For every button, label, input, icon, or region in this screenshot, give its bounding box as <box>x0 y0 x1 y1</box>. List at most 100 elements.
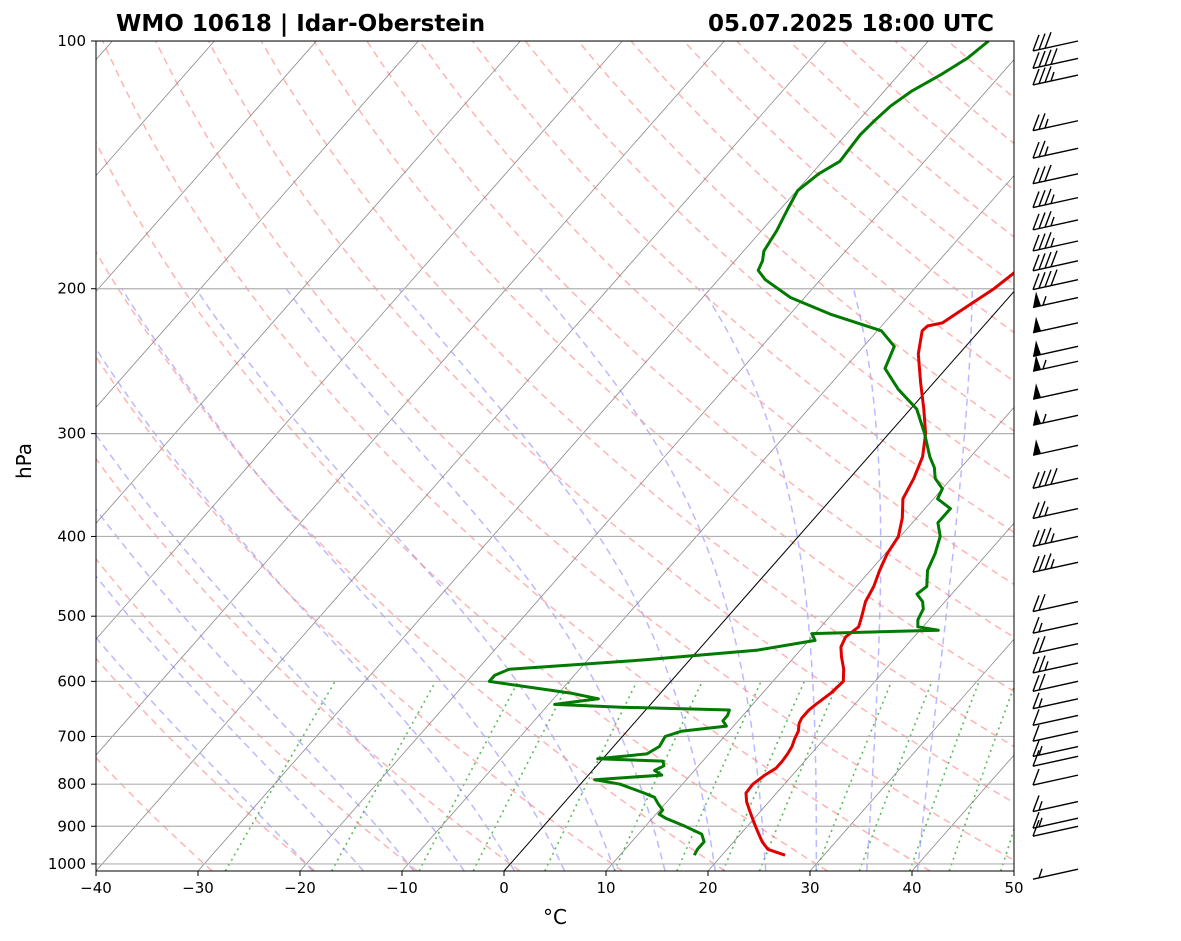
wind-barb <box>1032 811 1079 829</box>
wind-barb <box>1032 355 1079 372</box>
wind-barb-half-flag <box>1042 413 1047 424</box>
pressure-axis: 100 200 300 400 500 600 700 800 900 1000 <box>48 32 96 873</box>
dry-adiabat-line <box>841 41 1014 191</box>
wind-barb-staff <box>1032 600 1079 613</box>
wind-barb-half-flag <box>1050 237 1055 248</box>
wind-barb-staff <box>1032 147 1079 159</box>
wind-barb-staff <box>1032 278 1079 291</box>
wind-barb-flag <box>1038 140 1046 158</box>
wind-barb-half-flag <box>1038 868 1043 879</box>
wind-barb-flag <box>1050 250 1058 268</box>
wind-barb-staff <box>1032 817 1079 829</box>
wind-barb <box>1032 340 1079 357</box>
isotherm-line <box>299 59 1014 871</box>
wind-barb-flag <box>1032 191 1040 208</box>
wind-barb <box>1032 673 1079 692</box>
isotherm-line <box>401 174 1014 871</box>
zero-isotherm <box>503 290 1014 871</box>
wind-barb <box>1032 868 1079 880</box>
wind-barb-flag <box>1032 273 1040 290</box>
wind-barb <box>1032 500 1079 520</box>
wind-barb <box>1032 210 1079 231</box>
y-tick-label: 200 <box>57 280 86 298</box>
wind-barb-staff <box>1032 322 1079 334</box>
wind-barb <box>1032 655 1079 674</box>
wind-barb-flag <box>1050 468 1058 485</box>
wind-barb-flag <box>1032 637 1040 654</box>
moist-adiabat-line <box>852 288 882 871</box>
wind-barb-flag <box>1044 164 1052 182</box>
wind-barb <box>1032 232 1079 252</box>
wind-barb-staff <box>1032 800 1079 813</box>
wind-barb-flag <box>1038 636 1046 653</box>
wind-barb-staff <box>1032 680 1079 692</box>
wind-barb-flag <box>1032 692 1040 709</box>
wind-barb-flag <box>1050 48 1058 65</box>
wind-barb-staff <box>1032 561 1079 573</box>
pressure-gridlines <box>96 41 1014 865</box>
wind-barb <box>1032 692 1079 710</box>
wind-barb-flag <box>1038 673 1046 691</box>
dry-adiabat-line <box>96 457 521 871</box>
wind-barb-flag <box>1038 33 1046 50</box>
wind-barb-staff <box>1032 643 1079 655</box>
wind-barb-staff <box>1032 173 1079 185</box>
y-tick-label: 100 <box>57 32 86 50</box>
x-tick-label: 0 <box>499 879 509 897</box>
wind-barb-staff <box>1032 120 1079 132</box>
dry-adiabat-line <box>313 41 1014 693</box>
wind-barb <box>1032 409 1079 426</box>
dry-adiabat-line <box>471 41 1014 534</box>
moist-adiabat-line <box>121 288 566 871</box>
dry-adiabat-line <box>96 355 623 871</box>
wind-barb-half-flag <box>1038 817 1043 828</box>
isotherm-line <box>96 41 623 640</box>
wind-barb-staff <box>1032 662 1079 674</box>
wind-barb-flag <box>1032 709 1040 726</box>
wind-barb-flag <box>1032 114 1040 131</box>
wind-barb-staff <box>1032 774 1079 786</box>
wind-barb-half-flag <box>1038 745 1043 756</box>
dry-adiabat-line <box>96 140 828 871</box>
y-tick-label: 300 <box>57 425 86 443</box>
wind-barb-flag <box>1032 724 1040 742</box>
wind-barb-flag <box>1044 49 1052 66</box>
y-tick-label: 400 <box>57 527 86 545</box>
wind-barb <box>1032 768 1079 786</box>
wind-barb-half-flag <box>1050 71 1055 82</box>
wind-barb <box>1032 468 1079 489</box>
wind-barb-half-flag <box>1050 559 1055 569</box>
wind-barb-pennant <box>1033 439 1041 456</box>
dry-adiabat-line <box>96 657 316 871</box>
x-tick-label: −10 <box>386 879 418 897</box>
dry-adiabat-line <box>366 41 1014 639</box>
wind-barb-staff <box>1032 260 1079 272</box>
isotherm-line <box>96 41 521 524</box>
wind-barb-staff <box>1032 296 1079 309</box>
wind-barb-flag <box>1044 232 1052 249</box>
wind-barb-pennant <box>1033 316 1041 333</box>
wind-barb <box>1032 113 1079 132</box>
wind-barb-flag <box>1032 213 1040 231</box>
wind-barb-flag <box>1044 553 1052 570</box>
wind-barb-flag <box>1032 616 1040 634</box>
wind-barb-flag <box>1032 768 1040 786</box>
wind-barb-flag <box>1032 52 1040 69</box>
wind-barb-flag <box>1050 269 1058 286</box>
wind-barb-staff <box>1032 57 1079 70</box>
wind-barb-flag <box>1032 819 1040 837</box>
mixing-ratio-line <box>722 681 806 871</box>
plot-frame <box>95 40 1015 872</box>
wind-barb-flag <box>1032 502 1040 519</box>
y-tick-label: 700 <box>57 727 86 745</box>
wind-barb-half-flag <box>1038 698 1043 708</box>
mixing-ratio-line <box>613 681 704 871</box>
wind-barb-flag <box>1038 593 1046 611</box>
x-tick-label: −40 <box>80 879 112 897</box>
wind-barb-flag <box>1032 472 1040 489</box>
wind-barb <box>1032 316 1079 334</box>
x-tick-label: 20 <box>698 879 717 897</box>
wind-barb-flag <box>1032 555 1040 573</box>
wind-barb-staff <box>1032 745 1079 758</box>
isotherm-line <box>809 638 1014 871</box>
